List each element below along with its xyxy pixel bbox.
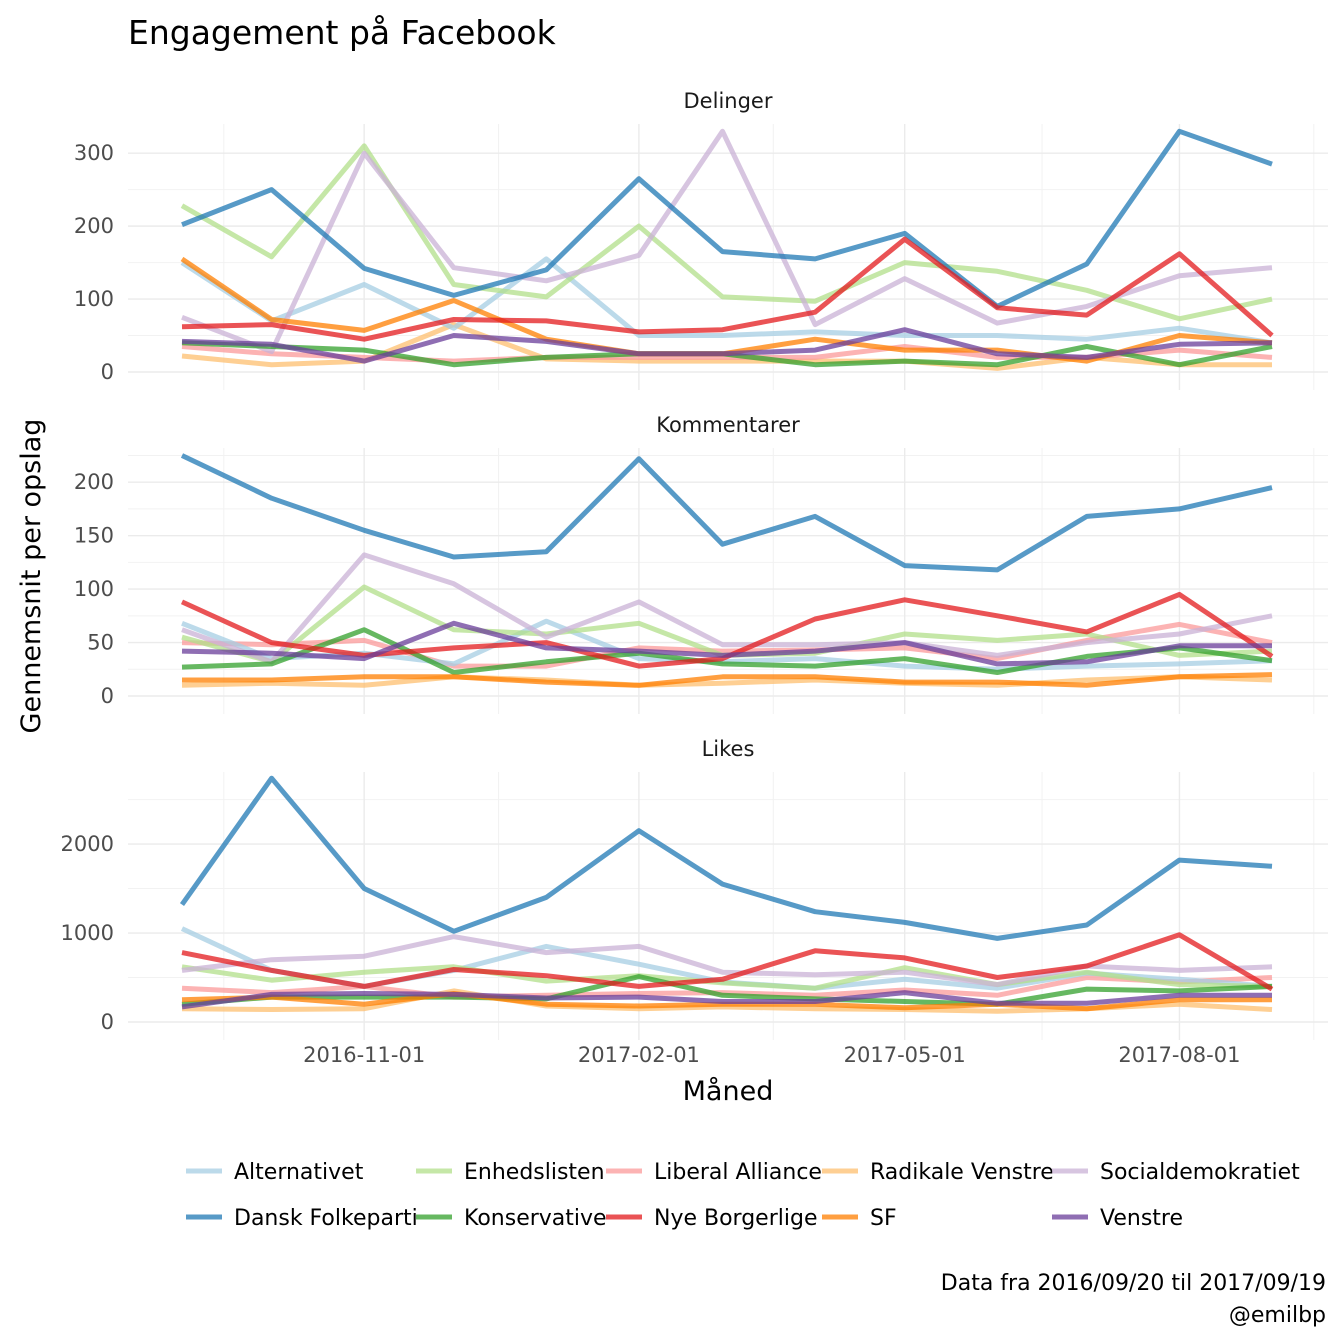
y-tick-label: 0 <box>101 360 114 384</box>
chart-title: Engagement på Facebook <box>128 13 557 52</box>
panel-strip-label: Delinger <box>684 89 773 113</box>
y-tick-label: 100 <box>74 287 114 311</box>
y-tick-label: 50 <box>87 631 114 655</box>
legend-label: Nye Borgerlige <box>654 1206 818 1231</box>
series-line-venstre <box>181 990 1272 1010</box>
series-line-enhedslisten <box>180 143 1273 322</box>
y-tick-label: 1000 <box>61 921 114 945</box>
legend-label: Venstre <box>1100 1206 1183 1231</box>
series-line-nye-borgerlige <box>181 236 1274 342</box>
series-line-dansk-folkeparti <box>180 453 1273 573</box>
legend-label: Liberal Alliance <box>654 1160 822 1185</box>
series-line-radikale-venstre <box>181 674 1273 688</box>
series-line-nye-borgerlige <box>181 932 1274 992</box>
series-line-konservative <box>181 627 1273 675</box>
y-axis-title: Gennemsnit per opslag <box>16 419 47 734</box>
y-tick-label: 0 <box>101 684 114 708</box>
series-line-sf <box>180 256 1273 364</box>
x-axis-title: Måned <box>683 1076 774 1107</box>
legend-label: Konservative <box>464 1206 607 1231</box>
series-line-sf <box>182 672 1273 688</box>
series-line-socialdemokratiet <box>181 128 1273 355</box>
legend-label: Dansk Folkeparti <box>234 1206 418 1231</box>
legend-item-dansk-folkeparti: Dansk Folkeparti <box>186 1206 418 1231</box>
series-line-alternativet <box>180 256 1273 346</box>
legend-item-nye-borgerlige: Nye Borgerlige <box>606 1206 818 1231</box>
legend-item-socialdemokratiet: Socialdemokratiet <box>1052 1160 1300 1185</box>
panel-delinger: Delinger 0 100 200 300 <box>74 89 1328 390</box>
caption-line-2: @emilbp <box>1229 1303 1326 1328</box>
y-tick-label: 200 <box>74 470 114 494</box>
panel-likes: Likes 0 1000 2000 <box>61 737 1328 1040</box>
x-axis: 2016-11-01 2017-02-01 2017-05-01 2017-08-01 <box>303 1043 1240 1067</box>
x-tick-label: 2017-05-01 <box>844 1043 966 1067</box>
legend-item-liberal-alliance: Liberal Alliance <box>606 1160 822 1185</box>
x-tick-label: 2017-02-01 <box>578 1043 700 1067</box>
legend-item-konservative: Konservative <box>416 1206 607 1231</box>
y-tick-label: 200 <box>74 214 114 238</box>
legend-item-sf: SF <box>822 1206 897 1231</box>
y-tick-label: 2000 <box>61 832 114 856</box>
series-line-konservative <box>181 974 1273 1007</box>
series-line-sf <box>181 991 1272 1012</box>
x-tick-label: 2016-11-01 <box>303 1043 425 1067</box>
legend: Alternativet Enhedslisten Liberal Alliance… <box>186 1160 1300 1231</box>
y-tick-label: 0 <box>101 1010 114 1034</box>
x-tick-label: 2017-08-01 <box>1118 1043 1240 1067</box>
legend-label: Radikale Venstre <box>870 1160 1054 1185</box>
caption-line-1: Data fra 2016/09/20 til 2017/09/19 <box>941 1271 1326 1296</box>
legend-item-alternativet: Alternativet <box>186 1160 364 1185</box>
series-line-socialdemokratiet <box>181 552 1273 665</box>
y-tick-label: 150 <box>74 524 114 548</box>
y-tick-label: 100 <box>74 577 114 601</box>
legend-label: Enhedslisten <box>464 1160 605 1185</box>
series-line-dansk-folkeparti <box>181 128 1273 309</box>
legend-label: Alternativet <box>234 1160 364 1185</box>
panel-strip-label: Likes <box>702 737 755 761</box>
panels: Delinger 0 100 200 300 Kommentarer 0 50 100 150 20… <box>61 89 1328 1040</box>
series-line-enhedslisten <box>181 964 1273 991</box>
legend-label: Socialdemokratiet <box>1100 1160 1300 1185</box>
legend-item-venstre: Venstre <box>1052 1206 1183 1231</box>
series-line-venstre <box>181 327 1273 364</box>
panel-kommentarer: Kommentarer 0 50 100 150 200 <box>74 413 1328 714</box>
series-line-dansk-folkeparti <box>179 775 1273 941</box>
legend-item-enhedslisten: Enhedslisten <box>416 1160 605 1185</box>
series-line-nye-borgerlige <box>180 591 1274 669</box>
legend-label: SF <box>870 1206 897 1231</box>
panel-strip-label: Kommentarer <box>656 413 800 437</box>
series-line-venstre <box>181 620 1272 667</box>
legend-item-radikale-venstre: Radikale Venstre <box>822 1160 1054 1185</box>
y-tick-label: 300 <box>74 141 114 165</box>
